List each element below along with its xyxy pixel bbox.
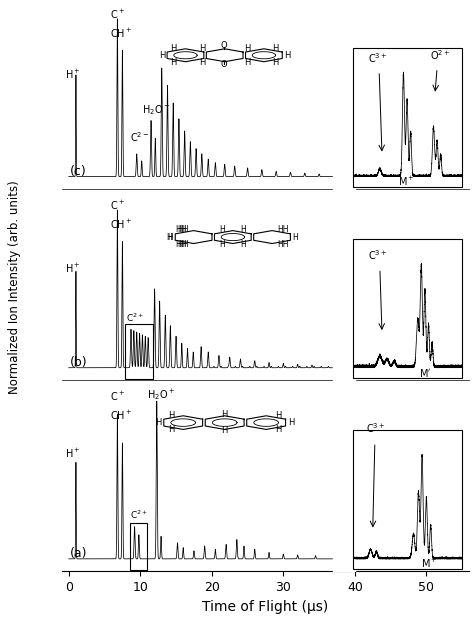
Text: CH$^+$: CH$^+$ <box>110 218 133 231</box>
Text: H$_2$O$^-$: H$_2$O$^-$ <box>142 104 170 117</box>
Text: M$^+$: M$^+$ <box>398 175 414 188</box>
Text: H$^+$: H$^+$ <box>65 447 81 460</box>
Text: Normalized Ion Intensity (arb. units): Normalized Ion Intensity (arb. units) <box>8 180 21 394</box>
FancyBboxPatch shape <box>354 430 462 569</box>
Text: H: H <box>240 225 246 234</box>
Text: O: O <box>220 41 227 50</box>
Text: HH: HH <box>177 225 189 234</box>
Text: H: H <box>240 241 246 249</box>
Text: (a): (a) <box>70 547 88 560</box>
Text: H$^+$: H$^+$ <box>65 68 81 81</box>
Text: H: H <box>275 425 282 435</box>
Text: C$^{3+}$: C$^{3+}$ <box>368 249 387 263</box>
Text: H: H <box>155 418 162 427</box>
Text: H: H <box>168 411 174 420</box>
Text: H: H <box>244 58 250 67</box>
Text: M$^{\prime}$: M$^{\prime}$ <box>419 367 431 379</box>
Text: H: H <box>221 426 228 435</box>
Text: CH$^+$: CH$^+$ <box>110 27 133 40</box>
Text: H: H <box>219 241 225 249</box>
Text: H: H <box>273 44 279 53</box>
Text: H: H <box>284 51 291 60</box>
Text: HH: HH <box>277 240 288 249</box>
FancyBboxPatch shape <box>354 48 462 187</box>
Text: C$^{3+}$: C$^{3+}$ <box>365 421 385 435</box>
Text: H: H <box>275 411 282 420</box>
Text: H: H <box>168 425 174 435</box>
Text: H: H <box>221 410 228 419</box>
Text: CH$^+$: CH$^+$ <box>110 409 133 422</box>
Text: (b): (b) <box>70 356 88 369</box>
Text: C$^{2-}$: C$^{2-}$ <box>129 130 149 144</box>
Bar <box>125 323 153 379</box>
Text: HH: HH <box>175 225 187 234</box>
Text: C$^+$: C$^+$ <box>110 390 125 403</box>
Text: H: H <box>219 225 225 234</box>
X-axis label: Time of Flight (μs): Time of Flight (μs) <box>202 600 328 614</box>
Text: C$^+$: C$^+$ <box>110 199 125 212</box>
Text: H: H <box>171 44 177 53</box>
Text: C$^{2+}$: C$^{2+}$ <box>130 509 148 521</box>
Text: HH: HH <box>277 225 288 234</box>
Text: H: H <box>244 44 250 53</box>
Text: M$^+$: M$^+$ <box>420 557 438 570</box>
Text: O: O <box>220 60 227 70</box>
Text: HH: HH <box>177 240 189 249</box>
Text: H: H <box>171 58 177 67</box>
Text: H$^+$: H$^+$ <box>65 262 81 275</box>
FancyBboxPatch shape <box>354 239 462 378</box>
Text: H: H <box>199 58 206 67</box>
Text: H$_2$O$^+$: H$_2$O$^+$ <box>147 387 175 402</box>
Text: O$^{2+}$: O$^{2+}$ <box>430 48 450 62</box>
Text: C$^{3+}$: C$^{3+}$ <box>368 51 387 65</box>
Text: H: H <box>167 232 173 242</box>
Text: H: H <box>166 232 172 242</box>
Text: H: H <box>288 418 294 427</box>
Text: H: H <box>199 44 206 53</box>
Text: H: H <box>292 232 298 242</box>
Text: HH: HH <box>175 240 187 249</box>
Text: C$^{2+}$: C$^{2+}$ <box>126 311 144 324</box>
Text: H: H <box>273 58 279 67</box>
Text: (c): (c) <box>70 165 87 178</box>
Text: C$^+$: C$^+$ <box>110 8 125 21</box>
Text: H: H <box>159 51 165 60</box>
Bar <box>129 522 147 570</box>
